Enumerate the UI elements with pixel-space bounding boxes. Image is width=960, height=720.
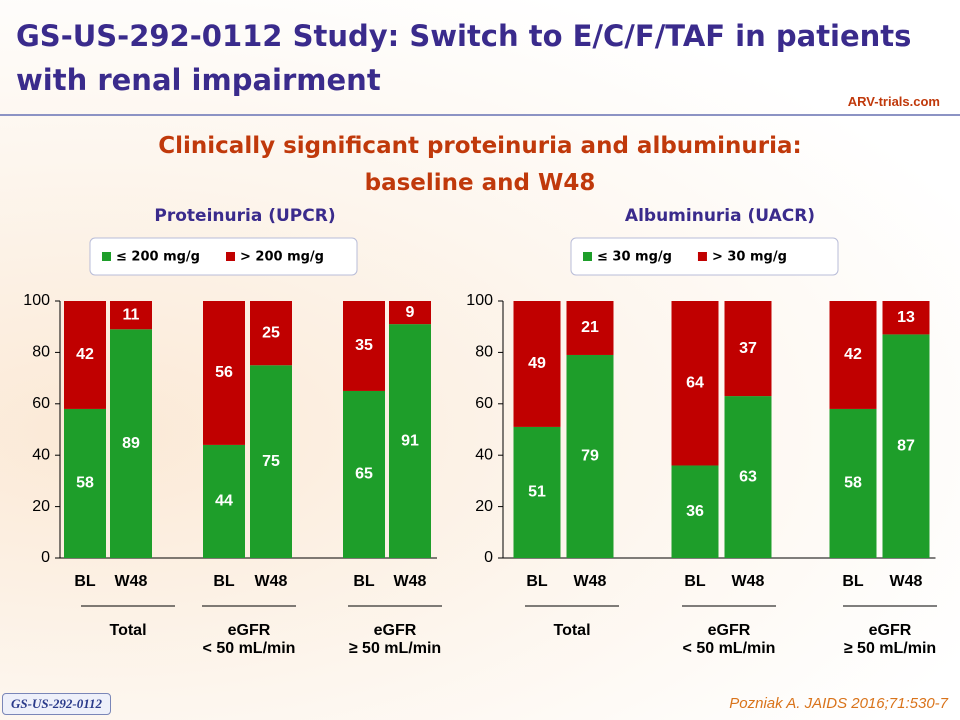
bar-segment — [250, 301, 292, 366]
data-label: 44 — [215, 493, 233, 510]
bar-segment — [882, 334, 930, 558]
bar-segment — [64, 408, 106, 558]
x-tick-label: W48 — [890, 573, 923, 590]
chart-title: Albuminuria (UACR) — [625, 206, 815, 226]
group-label: eGFR < 50 mL/min — [202, 622, 296, 657]
x-tick-label: BL — [213, 573, 235, 590]
legend-box — [89, 237, 358, 276]
data-label: 9 — [406, 304, 415, 321]
data-label: 91 — [401, 432, 419, 449]
group-label: eGFR ≥ 50 mL/min — [348, 622, 442, 657]
data-label: 51 — [528, 484, 546, 501]
group-label: Total — [553, 622, 591, 639]
legend-label: > 200 mg/g — [240, 250, 324, 265]
bar-segment — [203, 301, 245, 445]
legend-swatch — [226, 252, 235, 261]
data-label: 36 — [686, 503, 704, 520]
bar-segment — [724, 301, 772, 397]
bar-segment — [671, 301, 719, 466]
data-label: 56 — [215, 364, 233, 381]
data-label: 75 — [262, 453, 280, 470]
y-tick-label: 80 — [32, 344, 50, 361]
legend-label: ≤ 200 mg/g — [116, 250, 200, 265]
data-label: 25 — [262, 324, 280, 341]
bar-segment — [389, 324, 431, 558]
data-label: 13 — [897, 309, 915, 326]
data-label: 49 — [528, 355, 546, 372]
data-label: 87 — [897, 437, 915, 454]
x-tick-label: BL — [353, 573, 375, 590]
bar-segment — [671, 465, 719, 558]
data-label: 63 — [739, 468, 757, 485]
y-tick-label: 20 — [475, 498, 493, 515]
y-tick-label: 100 — [466, 292, 493, 309]
data-label: 42 — [844, 346, 862, 363]
group-label: eGFR < 50 mL/min — [682, 622, 776, 657]
bar-segment — [250, 365, 292, 558]
y-tick-label: 0 — [484, 549, 493, 566]
y-tick-label: 0 — [41, 549, 50, 566]
data-label: 64 — [686, 374, 704, 391]
bar-segment — [64, 301, 106, 409]
bar-segment — [829, 408, 877, 558]
y-tick-label: 60 — [32, 395, 50, 412]
y-tick-label: 40 — [32, 446, 50, 463]
legend-swatch — [583, 252, 592, 261]
data-label: 89 — [122, 435, 140, 452]
bar-segment — [513, 426, 561, 558]
chart-title: Proteinuria (UPCR) — [154, 206, 335, 226]
data-label: 35 — [355, 337, 373, 354]
header-rule — [0, 114, 960, 116]
x-tick-label: W48 — [255, 573, 288, 590]
y-tick-label: 60 — [475, 395, 493, 412]
data-label: 58 — [844, 475, 862, 492]
study-tag: GS-US-292-0112 — [2, 693, 112, 715]
x-tick-label: W48 — [394, 573, 427, 590]
citation: Pozniak A. JAIDS 2016;71:530-7 — [729, 695, 948, 712]
y-tick-label: 80 — [475, 344, 493, 361]
data-label: 79 — [581, 448, 599, 465]
y-tick-label: 40 — [475, 446, 493, 463]
bar-segment — [882, 301, 930, 335]
legend-label: > 30 mg/g — [712, 250, 787, 265]
x-tick-label: BL — [684, 573, 706, 590]
bar-segment — [389, 301, 431, 325]
data-label: 58 — [76, 475, 94, 492]
x-tick-label: BL — [842, 573, 864, 590]
bar-segment — [343, 301, 385, 391]
data-label: 11 — [123, 306, 140, 323]
legend-swatch — [697, 252, 707, 261]
data-label: 65 — [355, 466, 373, 483]
bar-segment — [110, 301, 152, 330]
data-label: 21 — [581, 319, 599, 336]
data-label: 42 — [76, 346, 94, 363]
legend-swatch — [102, 252, 111, 261]
x-tick-label: W48 — [732, 573, 765, 590]
bar-segment — [343, 390, 385, 558]
x-tick-label: W48 — [115, 573, 148, 590]
bar-segment — [513, 301, 561, 427]
group-label: eGFR ≥ 50 mL/min — [843, 622, 937, 657]
x-tick-label: BL — [526, 573, 548, 590]
bar-segment — [829, 301, 877, 409]
group-label: Total — [109, 622, 147, 639]
x-tick-label: W48 — [574, 573, 607, 590]
bar-segment — [110, 329, 152, 558]
subtitle: Clinically significant proteinuria and a… — [158, 133, 802, 196]
y-tick-label: 100 — [23, 292, 50, 309]
bar-segment — [203, 444, 245, 558]
bar-segment — [566, 301, 614, 355]
data-label: 37 — [739, 340, 757, 357]
bar-segment — [724, 396, 772, 558]
slide-title: GS-US-292-0112 Study: Switch to E/C/F/TA… — [16, 19, 912, 97]
legend-label: ≤ 30 mg/g — [597, 250, 672, 265]
y-tick-label: 20 — [32, 498, 50, 515]
bar-segment — [566, 354, 614, 558]
logo: ARV-trials.com — [847, 94, 940, 109]
x-tick-label: BL — [74, 573, 96, 590]
